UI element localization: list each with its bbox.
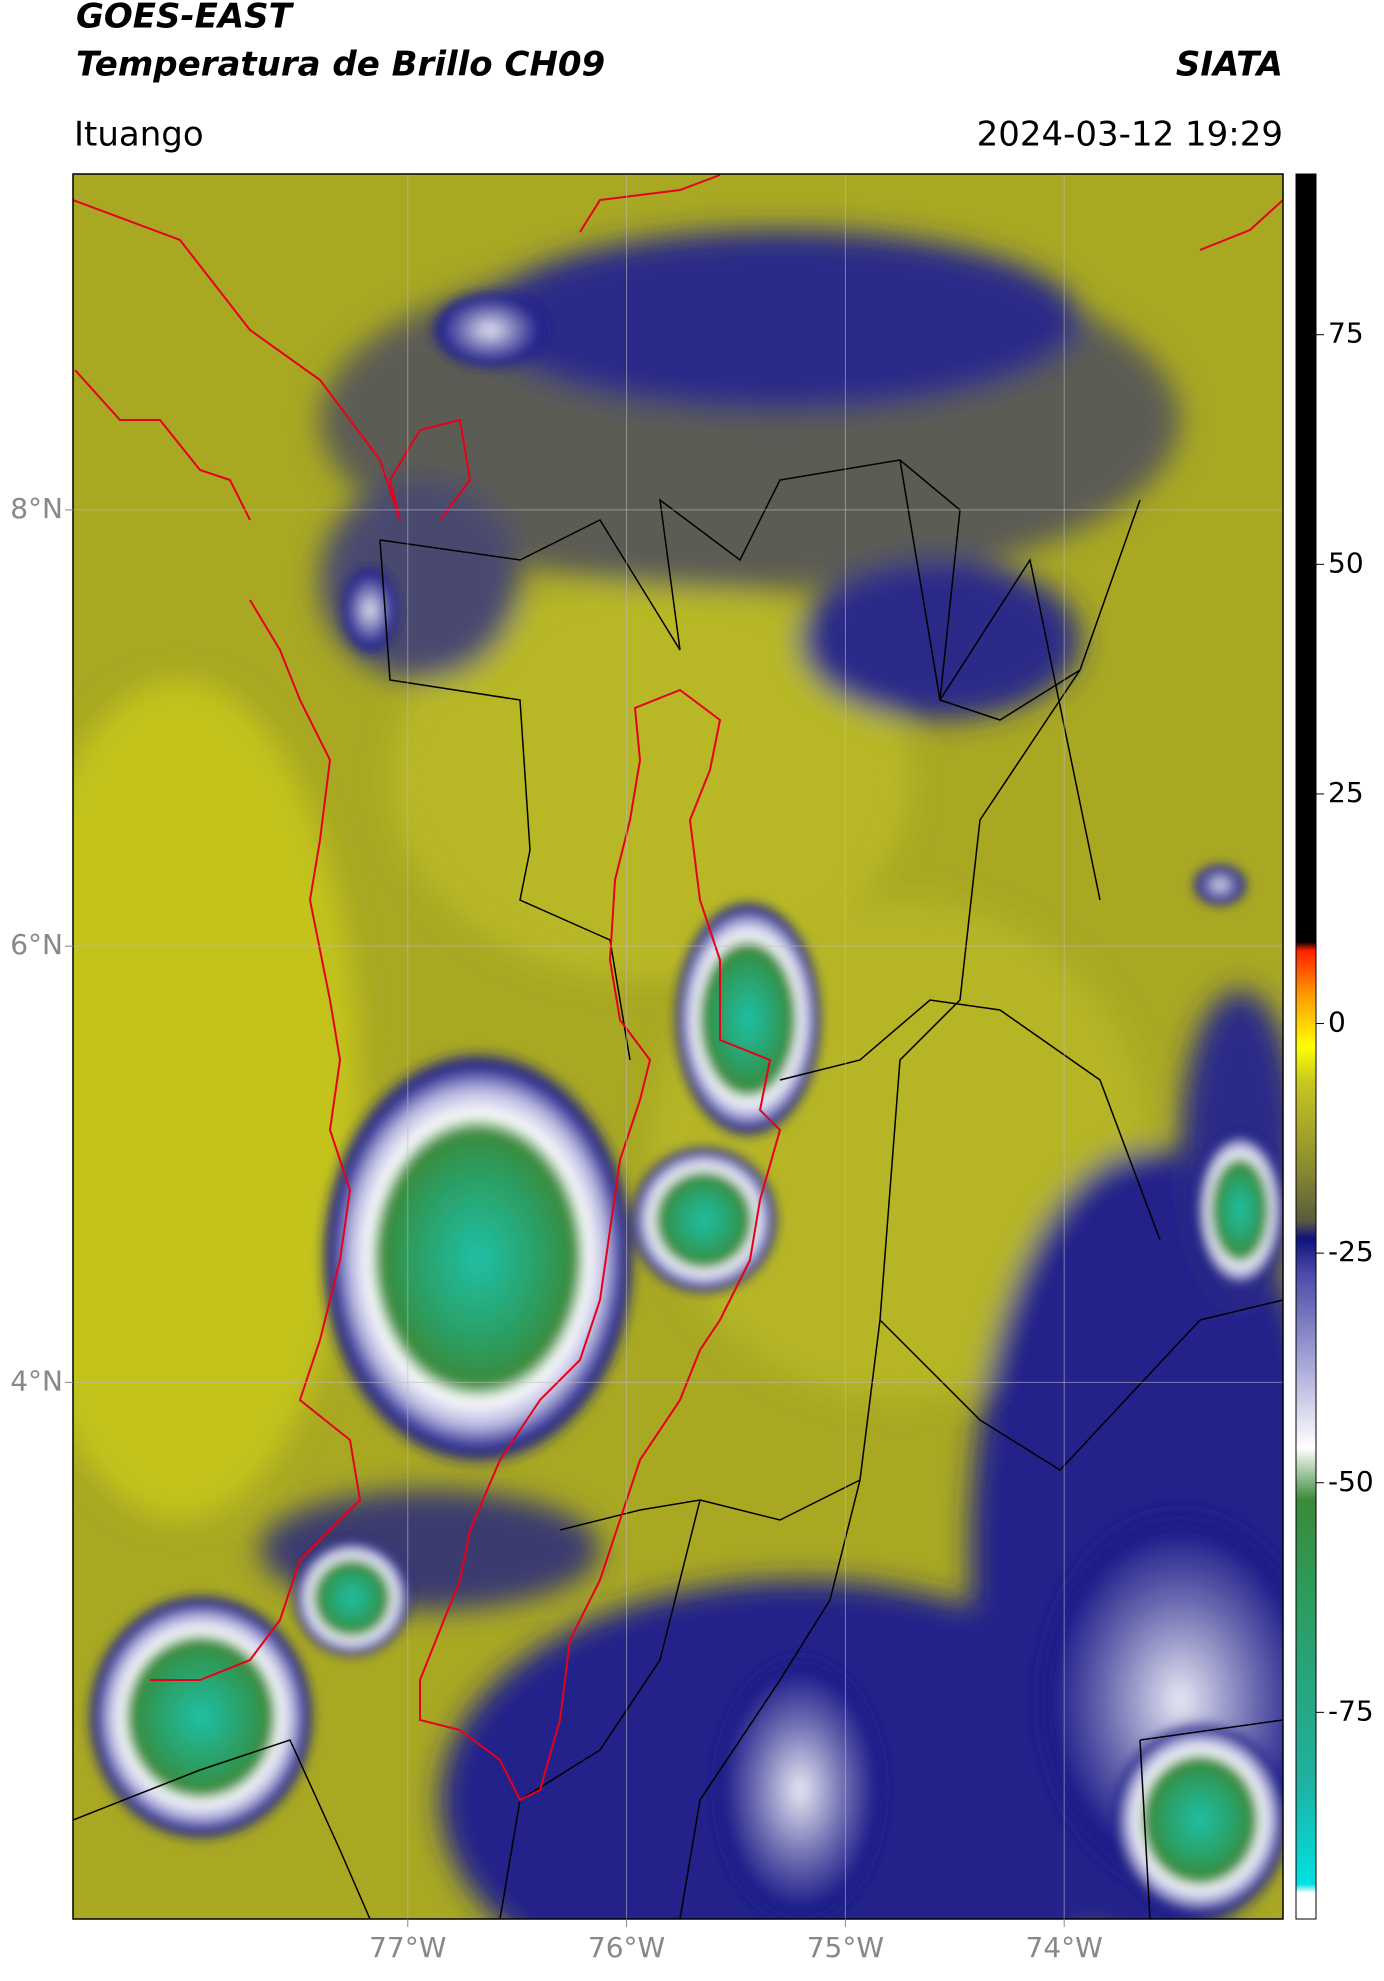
subtitle: Temperatura de Brillo CH09 <box>76 45 605 85</box>
title: GOES-EAST <box>76 0 295 37</box>
brand: SIATA <box>1176 45 1283 85</box>
map-frame <box>72 173 1284 1920</box>
map-image <box>73 174 1283 1919</box>
grid <box>73 174 1283 1919</box>
location: Ituango <box>74 115 204 155</box>
colorbar-tick-label: 50 <box>1328 546 1364 579</box>
y-tick-label: 6°N <box>10 928 63 961</box>
colorbar-tick-label: 25 <box>1328 776 1364 809</box>
colorbar <box>1295 173 1317 1920</box>
x-tick-label: 77°W <box>369 1931 446 1964</box>
y-tick-label: 8°N <box>10 492 63 525</box>
x-tick-label: 74°W <box>1026 1931 1103 1964</box>
colorbar-tick-label: 75 <box>1328 317 1364 350</box>
y-tick-label: 4°N <box>10 1364 63 1397</box>
x-tick-label: 76°W <box>588 1931 665 1964</box>
x-tick-label: 75°W <box>807 1931 884 1964</box>
colorbar-tick-label: -75 <box>1328 1694 1374 1727</box>
colorbar-tick-label: -25 <box>1328 1235 1374 1268</box>
colorbar-tick-label: 0 <box>1328 1006 1346 1039</box>
colorbar-tick-label: -50 <box>1328 1465 1374 1498</box>
datetime: 2024-03-12 19:29 <box>977 115 1283 155</box>
